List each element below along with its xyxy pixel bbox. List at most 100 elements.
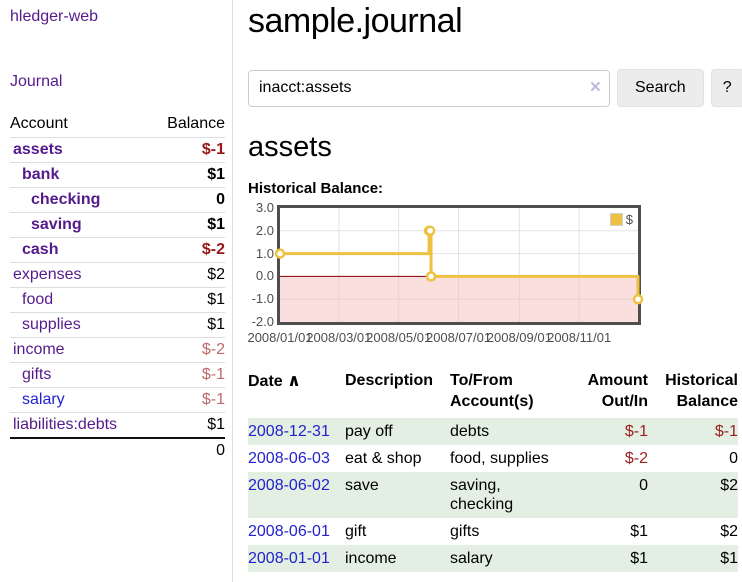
- account-name-cell: income: [10, 338, 150, 363]
- app-title-link[interactable]: hledger-web: [10, 8, 99, 25]
- accounts-header-row: Account Balance: [10, 112, 225, 138]
- account-balance: $2: [207, 266, 225, 283]
- legend-label: $: [625, 212, 633, 227]
- account-link-saving[interactable]: saving: [31, 216, 82, 233]
- register-amount-cell: $1: [630, 523, 648, 540]
- account-name-cell: liabilities:debts: [10, 413, 150, 439]
- register-header-description[interactable]: Description: [345, 372, 434, 389]
- account-name-cell: checking: [10, 188, 150, 213]
- account-name-cell: assets: [10, 138, 150, 163]
- chart-plot-area[interactable]: $: [274, 205, 644, 325]
- register-accounts-cell: saving, checking: [450, 477, 514, 513]
- account-balance: $-1: [201, 141, 225, 158]
- register-accounts-cell: salary: [450, 550, 493, 567]
- accounts-header-account: Account: [10, 115, 68, 132]
- y-axis-tick-label: 2.0: [255, 222, 274, 238]
- account-row: income $-2: [10, 338, 225, 363]
- register-header-balance[interactable]: Historical Balance: [665, 372, 738, 410]
- account-name-cell: food: [10, 288, 150, 313]
- register-row[interactable]: 2008-06-02 save saving, checking 0 $2: [248, 472, 738, 518]
- register-amount-cell: $1: [630, 550, 648, 567]
- account-link-checking[interactable]: checking: [31, 191, 101, 208]
- account-balance: $1: [207, 166, 225, 183]
- account-name-cell: saving: [10, 213, 150, 238]
- account-link-income[interactable]: income: [13, 341, 65, 358]
- y-axis-tick-label: -2.0: [251, 314, 274, 329]
- register-balance-cell: 0: [729, 450, 738, 467]
- register-accounts-cell: food, supplies: [450, 450, 549, 467]
- x-axis-tick-label: 2008/07/01: [425, 330, 492, 345]
- chart-title-label: Historical Balance:: [248, 180, 384, 197]
- account-link-assets[interactable]: assets: [13, 141, 63, 158]
- date-header-label: Date: [248, 373, 283, 390]
- account-heading: assets: [248, 131, 332, 163]
- legend-swatch-icon: [609, 213, 623, 226]
- balance-chart[interactable]: $ 3.0 2.0 1.0 0.0 -1.0 -2.0 2008/01/01 2008/03/…: [247, 201, 742, 351]
- journal-link[interactable]: Journal: [10, 73, 63, 90]
- account-link-food[interactable]: food: [22, 291, 54, 308]
- accounts-total-spacer: [10, 437, 150, 463]
- chart-legend: $: [608, 212, 634, 227]
- register-row[interactable]: 2008-06-03 eat & shop food, supplies $-2 0: [248, 445, 738, 472]
- transaction-date-link[interactable]: 2008-01-01: [248, 550, 330, 567]
- register-amount-cell: $-1: [624, 423, 648, 440]
- account-name-cell: bank: [10, 163, 150, 188]
- account-row: salary $-1: [10, 388, 225, 413]
- search-row: × Search ?: [248, 69, 742, 107]
- chart-canvas: [274, 208, 644, 322]
- register-balance-cell: $2: [720, 523, 738, 540]
- x-axis-tick-label: 2008/05/01: [366, 330, 432, 345]
- register-date-cell: 2008-12-31: [248, 418, 345, 445]
- account-balance: $1: [207, 291, 225, 308]
- account-balance: $1: [207, 316, 225, 333]
- register-date-cell: 2008-06-01: [248, 518, 345, 545]
- account-balance: $-2: [201, 241, 225, 258]
- accounts-table: Account Balance assets $-1 bank $1 checking 0…: [10, 112, 225, 463]
- account-link-cash[interactable]: cash: [22, 241, 59, 258]
- account-link-liabilities-debts[interactable]: liabilities:debts: [13, 416, 118, 433]
- transaction-date-link[interactable]: 2008-06-01: [248, 523, 330, 540]
- register-row[interactable]: 2008-12-31 pay off debts $-1 $-1: [248, 418, 738, 445]
- register-description-cell: save: [345, 477, 379, 494]
- account-link-gifts[interactable]: gifts: [22, 366, 52, 383]
- y-axis-tick-label: 1.0: [255, 245, 274, 261]
- register-header-date[interactable]: Date ∧: [248, 368, 345, 418]
- help-button[interactable]: ?: [710, 69, 742, 107]
- transaction-date-link[interactable]: 2008-12-31: [248, 423, 330, 440]
- account-link-supplies[interactable]: supplies: [22, 316, 81, 333]
- x-axis-tick-label: 2008/01/01: [247, 330, 313, 345]
- sort-asc-icon[interactable]: ∧: [287, 371, 301, 390]
- accounts-header-balance: Balance: [167, 115, 225, 132]
- page-title: sample.journal: [248, 2, 463, 40]
- register-row[interactable]: 2008-01-01 income salary $1 $1: [248, 545, 738, 572]
- x-axis-tick-label: 2008/09/01: [486, 330, 552, 345]
- search-button[interactable]: Search: [617, 69, 704, 107]
- y-axis-tick-label: 3.0: [255, 200, 274, 215]
- y-axis-tick-label: -1.0: [251, 291, 274, 307]
- accounts-total-row: 0: [10, 437, 225, 463]
- transaction-date-link[interactable]: 2008-06-03: [248, 450, 330, 467]
- account-row: checking 0: [10, 188, 225, 213]
- account-row: assets $-1: [10, 138, 225, 163]
- account-row: bank $1: [10, 163, 225, 188]
- account-link-salary[interactable]: salary: [22, 391, 65, 408]
- account-name-cell: supplies: [10, 313, 150, 338]
- register-header-amount[interactable]: Amount Out/In: [587, 372, 648, 410]
- account-link-expenses[interactable]: expenses: [13, 266, 82, 283]
- clear-search-icon[interactable]: ×: [589, 76, 601, 98]
- account-name-cell: gifts: [10, 363, 150, 388]
- account-row: saving $1: [10, 213, 225, 238]
- transaction-date-link[interactable]: 2008-06-02: [248, 477, 330, 494]
- register-header-accounts[interactable]: To/From Account(s): [450, 372, 534, 410]
- register-date-cell: 2008-06-02: [248, 472, 345, 518]
- register-date-cell: 2008-06-03: [248, 445, 345, 472]
- register-table: Date ∧ Description To/From Account(s) Am…: [248, 368, 738, 572]
- account-link-bank[interactable]: bank: [22, 166, 60, 183]
- search-input[interactable]: [248, 69, 610, 107]
- register-description-cell: eat & shop: [345, 450, 422, 467]
- account-row: liabilities:debts $1: [10, 413, 225, 439]
- register-row[interactable]: 2008-06-01 gift gifts $1 $2: [248, 518, 738, 545]
- register-amount-cell: $-2: [624, 450, 648, 467]
- register-description-cell: gift: [345, 523, 367, 540]
